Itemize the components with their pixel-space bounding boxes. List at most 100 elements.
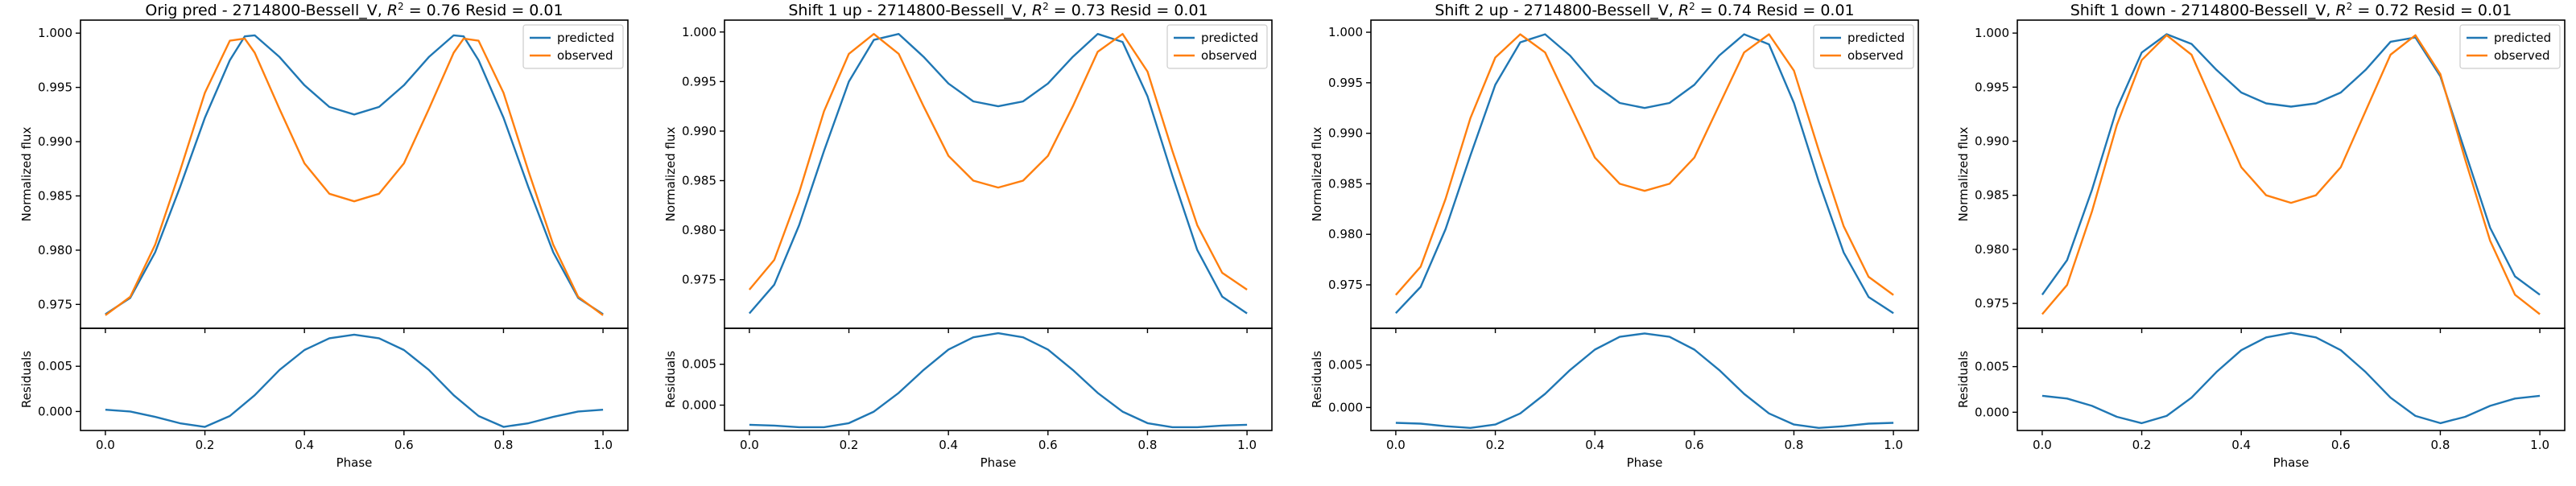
title-suffix: = 0.72 Resid = 0.01 bbox=[2352, 2, 2512, 19]
residuals-x-tick-label: 0.6 bbox=[1685, 438, 1704, 452]
title-r2-exponent: 2 bbox=[1689, 1, 1695, 12]
legend-box bbox=[2459, 24, 2561, 69]
residuals-x-tick-label: 0.2 bbox=[840, 438, 859, 452]
flux-y-tick-label: 0.985 bbox=[1328, 176, 1363, 191]
residuals-x-tick-label: 0.6 bbox=[394, 438, 414, 452]
residuals-axes-frame bbox=[1370, 327, 1919, 431]
flux-y-tick-label: 0.990 bbox=[1975, 134, 2009, 149]
flux-y-axis-label: Normalized flux bbox=[1956, 127, 1971, 222]
legend-box bbox=[1813, 24, 1914, 69]
panel-4: Shift 1 down - 2714800-Bessell_V, R2 = 0… bbox=[1956, 1, 2566, 470]
residuals-y-axis-label: Residuals bbox=[19, 351, 34, 408]
residuals-x-tick-label: 0.2 bbox=[196, 438, 215, 452]
legend-label-predicted: predicted bbox=[1201, 31, 1258, 45]
flux-y-tick-label: 0.980 bbox=[1975, 242, 2009, 257]
x-axis-label: Phase bbox=[980, 455, 1017, 470]
residuals-y-tick-label: 0.000 bbox=[682, 398, 716, 413]
residuals-y-tick-label: 0.005 bbox=[1975, 360, 2009, 374]
residuals-x-tick-label: 1.0 bbox=[1237, 438, 1257, 452]
title-suffix: = 0.76 Resid = 0.01 bbox=[404, 2, 564, 19]
flux-y-tick-label: 0.995 bbox=[38, 80, 72, 95]
residuals-x-tick-label: 1.0 bbox=[593, 438, 613, 452]
residuals-y-tick-label: 0.005 bbox=[38, 359, 72, 373]
panel-2: Shift 1 up - 2714800-Bessell_V, R2 = 0.7… bbox=[663, 1, 1273, 470]
series-line-observed bbox=[105, 37, 604, 316]
flux-y-tick-label: 0.980 bbox=[1328, 227, 1363, 241]
residuals-x-tick-label: 0.8 bbox=[1785, 438, 1804, 452]
residuals-line bbox=[749, 332, 1248, 429]
residuals-x-tick-label: 0.4 bbox=[295, 438, 314, 452]
title-prefix: Orig pred - 2714800-Bessell_V, bbox=[145, 2, 386, 19]
residuals-axes-frame bbox=[2017, 327, 2566, 431]
residuals-x-tick-label: 0.0 bbox=[96, 438, 115, 452]
flux-y-tick-label: 0.975 bbox=[682, 273, 716, 287]
flux-y-tick-label: 0.985 bbox=[682, 174, 716, 188]
title-r2-symbol: R bbox=[2335, 2, 2346, 19]
residuals-x-tick-label: 1.0 bbox=[2530, 438, 2549, 452]
legend-label-observed: observed bbox=[2494, 48, 2550, 63]
residuals-x-tick-label: 0.0 bbox=[1386, 438, 1406, 452]
residuals-y-tick-label: 0.005 bbox=[682, 357, 716, 372]
legend-label-observed: observed bbox=[1201, 48, 1257, 63]
flux-y-tick-label: 0.985 bbox=[38, 188, 72, 203]
panel-3: Shift 2 up - 2714800-Bessell_V, R2 = 0.7… bbox=[1310, 1, 1919, 470]
flux-y-tick-label: 0.975 bbox=[38, 297, 72, 311]
title-r2-exponent: 2 bbox=[398, 1, 404, 12]
residuals-x-tick-label: 0.6 bbox=[1038, 438, 1058, 452]
legend-label-predicted: predicted bbox=[1847, 31, 1905, 45]
residuals-line bbox=[2041, 332, 2541, 425]
x-axis-label: Phase bbox=[2273, 455, 2310, 470]
flux-y-tick-label: 0.980 bbox=[682, 223, 716, 237]
panel-1: Orig pred - 2714800-Bessell_V, R2 = 0.76… bbox=[19, 1, 629, 470]
title-r2-symbol: R bbox=[1032, 2, 1042, 19]
legend-box bbox=[1166, 24, 1268, 69]
flux-y-tick-label: 0.975 bbox=[1975, 296, 2009, 311]
series-line-predicted bbox=[2041, 33, 2541, 296]
residuals-x-tick-label: 0.2 bbox=[2132, 438, 2152, 452]
residuals-y-tick-label: 0.005 bbox=[1328, 358, 1363, 373]
flux-y-tick-label: 0.990 bbox=[682, 124, 716, 138]
flux-y-tick-label: 0.985 bbox=[1975, 188, 2009, 203]
title-prefix: Shift 1 up - 2714800-Bessell_V, bbox=[788, 2, 1032, 19]
legend-box bbox=[522, 24, 624, 69]
legend-label-predicted: predicted bbox=[557, 31, 614, 45]
residuals-axes-frame bbox=[724, 327, 1273, 431]
residuals-x-tick-label: 0.6 bbox=[2331, 438, 2351, 452]
series-line-observed bbox=[2041, 34, 2541, 315]
residuals-y-axis-label: Residuals bbox=[663, 351, 678, 408]
legend-label-observed: observed bbox=[557, 48, 613, 63]
residuals-y-tick-label: 0.000 bbox=[1328, 400, 1363, 414]
residuals-y-tick-label: 0.000 bbox=[1975, 405, 2009, 419]
title-r2-exponent: 2 bbox=[1042, 1, 1049, 12]
residuals-x-tick-label: 0.8 bbox=[494, 438, 514, 452]
series-line-observed bbox=[1394, 33, 1894, 296]
series-line-observed bbox=[748, 33, 1248, 290]
flux-y-tick-label: 0.980 bbox=[38, 243, 72, 257]
title-r2-symbol: R bbox=[1678, 2, 1689, 19]
title-suffix: = 0.74 Resid = 0.01 bbox=[1695, 2, 1855, 19]
title-prefix: Shift 1 down - 2714800-Bessell_V, bbox=[2070, 2, 2336, 19]
panel-title: Shift 1 down - 2714800-Bessell_V, R2 = 0… bbox=[2070, 1, 2512, 19]
residuals-x-tick-label: 0.8 bbox=[1138, 438, 1158, 452]
legend-label-observed: observed bbox=[1847, 48, 1904, 63]
flux-y-tick-label: 0.995 bbox=[1328, 76, 1363, 90]
flux-y-tick-label: 0.990 bbox=[1328, 126, 1363, 141]
x-axis-label: Phase bbox=[1627, 455, 1663, 470]
residuals-x-tick-label: 0.4 bbox=[2231, 438, 2251, 452]
residuals-y-tick-label: 0.000 bbox=[38, 404, 72, 418]
flux-y-tick-label: 0.975 bbox=[1328, 278, 1363, 292]
residuals-line bbox=[1395, 332, 1894, 429]
residuals-x-tick-label: 0.4 bbox=[939, 438, 958, 452]
residuals-y-axis-label: Residuals bbox=[1310, 351, 1324, 408]
residuals-x-tick-label: 0.0 bbox=[740, 438, 759, 452]
flux-y-tick-label: 1.000 bbox=[1975, 26, 2009, 40]
title-prefix: Shift 2 up - 2714800-Bessell_V, bbox=[1435, 2, 1678, 19]
residuals-axes-frame bbox=[80, 327, 629, 431]
flux-y-tick-label: 1.000 bbox=[682, 25, 716, 39]
title-suffix: = 0.73 Resid = 0.01 bbox=[1049, 2, 1208, 19]
residuals-x-tick-label: 1.0 bbox=[1884, 438, 1903, 452]
series-line-predicted bbox=[105, 34, 604, 315]
residuals-x-tick-label: 0.2 bbox=[1486, 438, 1505, 452]
